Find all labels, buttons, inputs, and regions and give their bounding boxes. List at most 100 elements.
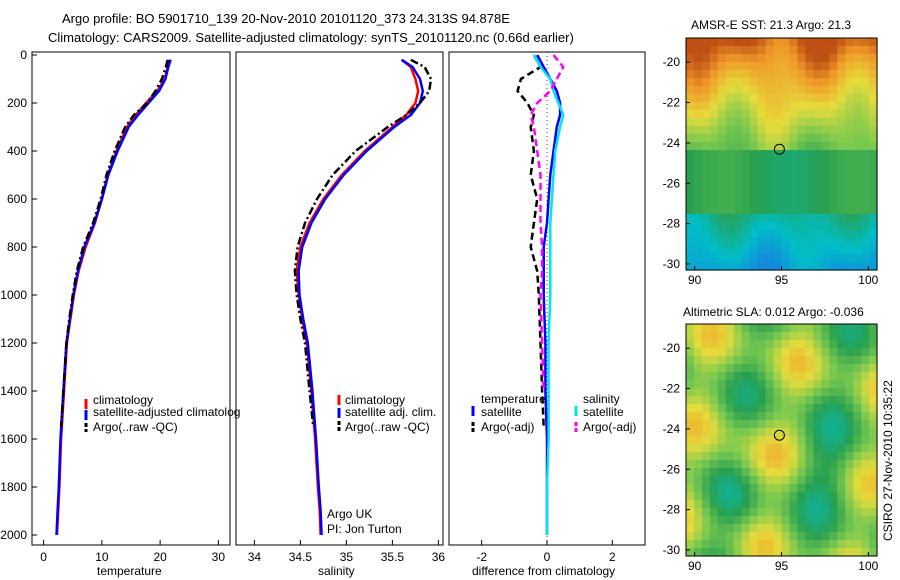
map-cell xyxy=(693,86,703,95)
map-cell xyxy=(853,332,862,341)
map-cell xyxy=(869,158,878,167)
map-cell xyxy=(853,198,862,207)
map-cell xyxy=(717,508,727,517)
map-cell xyxy=(765,428,775,437)
map-cell xyxy=(805,94,814,103)
map-cell xyxy=(765,254,775,263)
map-cell xyxy=(821,54,830,63)
map-cell xyxy=(686,230,695,239)
map-cell xyxy=(837,356,846,365)
map-cell xyxy=(853,190,862,199)
map-cell xyxy=(813,348,822,357)
map-cell xyxy=(741,420,751,429)
map-cell xyxy=(741,150,751,159)
map-cell xyxy=(797,428,806,437)
map-cell xyxy=(797,254,806,263)
map-cell xyxy=(861,468,870,477)
map-cell xyxy=(757,126,767,135)
map-cell xyxy=(773,238,783,247)
map-cell xyxy=(853,102,862,111)
map-cell xyxy=(773,158,783,167)
xtick-label: 36 xyxy=(432,550,446,564)
map-cell xyxy=(693,484,703,493)
map-cell xyxy=(813,332,822,341)
map-cell xyxy=(861,150,870,159)
map-cell xyxy=(821,324,830,333)
temp-legend-argo: Argo(..raw -QC) xyxy=(93,420,178,434)
map-cell xyxy=(686,524,695,533)
map-cell xyxy=(749,214,759,223)
map-cell xyxy=(813,222,822,231)
map-cell xyxy=(797,246,806,255)
map-cell xyxy=(693,404,703,413)
map-cell xyxy=(781,190,791,199)
map-cell xyxy=(757,404,767,413)
map-cell xyxy=(869,78,878,87)
map-cell xyxy=(725,46,735,55)
map-cell xyxy=(709,70,719,79)
map-cell xyxy=(741,142,751,151)
map-cell xyxy=(773,206,783,215)
map-cell xyxy=(781,484,791,493)
map-cell xyxy=(797,150,806,159)
map-cell xyxy=(725,174,735,183)
map-cell xyxy=(765,524,775,533)
map-cell xyxy=(813,158,822,167)
map-cell xyxy=(781,332,791,341)
map-cell xyxy=(701,516,711,525)
map-cell xyxy=(741,78,751,87)
map-cell xyxy=(765,158,775,167)
map-cell xyxy=(861,420,870,429)
map-cell xyxy=(805,78,814,87)
map-cell xyxy=(686,222,695,231)
map-cell xyxy=(829,254,838,263)
map-cell xyxy=(773,54,783,63)
map-cell xyxy=(789,348,799,357)
map-cell xyxy=(693,62,703,71)
map-cell xyxy=(741,388,751,397)
map-cell xyxy=(709,246,719,255)
map-cell xyxy=(693,238,703,247)
map-cell xyxy=(837,524,846,533)
map-cell xyxy=(701,436,711,445)
map-cell xyxy=(853,548,862,557)
map-cell xyxy=(829,484,838,493)
map-cell xyxy=(845,460,854,469)
map-cell xyxy=(765,262,775,271)
map-cell xyxy=(821,46,830,55)
map-cell xyxy=(686,412,695,421)
map-cell xyxy=(869,372,878,381)
map-cell xyxy=(757,484,767,493)
map-cell xyxy=(805,182,814,191)
map-cell xyxy=(725,396,735,405)
map-cell xyxy=(693,214,703,223)
map-cell xyxy=(741,348,751,357)
map-cell xyxy=(845,54,854,63)
map-cell xyxy=(717,190,727,199)
map-cell xyxy=(701,190,711,199)
map-cell xyxy=(837,78,846,87)
map-cell xyxy=(869,340,878,349)
map-cell xyxy=(686,54,695,63)
map-cell xyxy=(789,78,799,87)
map-cell xyxy=(869,238,878,247)
map-cell xyxy=(837,388,846,397)
map-cell xyxy=(686,492,695,501)
map-cell xyxy=(701,70,711,79)
map-cell xyxy=(861,516,870,525)
map-cell xyxy=(789,222,799,231)
map-cell xyxy=(765,78,775,87)
map-cell xyxy=(733,198,743,207)
map-cell xyxy=(765,412,775,421)
map-cell xyxy=(869,230,878,239)
map-cell xyxy=(869,460,878,469)
map-cell xyxy=(701,222,711,231)
map-cell xyxy=(717,404,727,413)
map-cell xyxy=(845,492,854,501)
map-cell xyxy=(821,110,830,119)
map-cell xyxy=(733,348,743,357)
map-cell xyxy=(686,158,695,167)
map-cell xyxy=(741,404,751,413)
map-cell xyxy=(813,118,822,127)
map-cell xyxy=(805,516,814,525)
